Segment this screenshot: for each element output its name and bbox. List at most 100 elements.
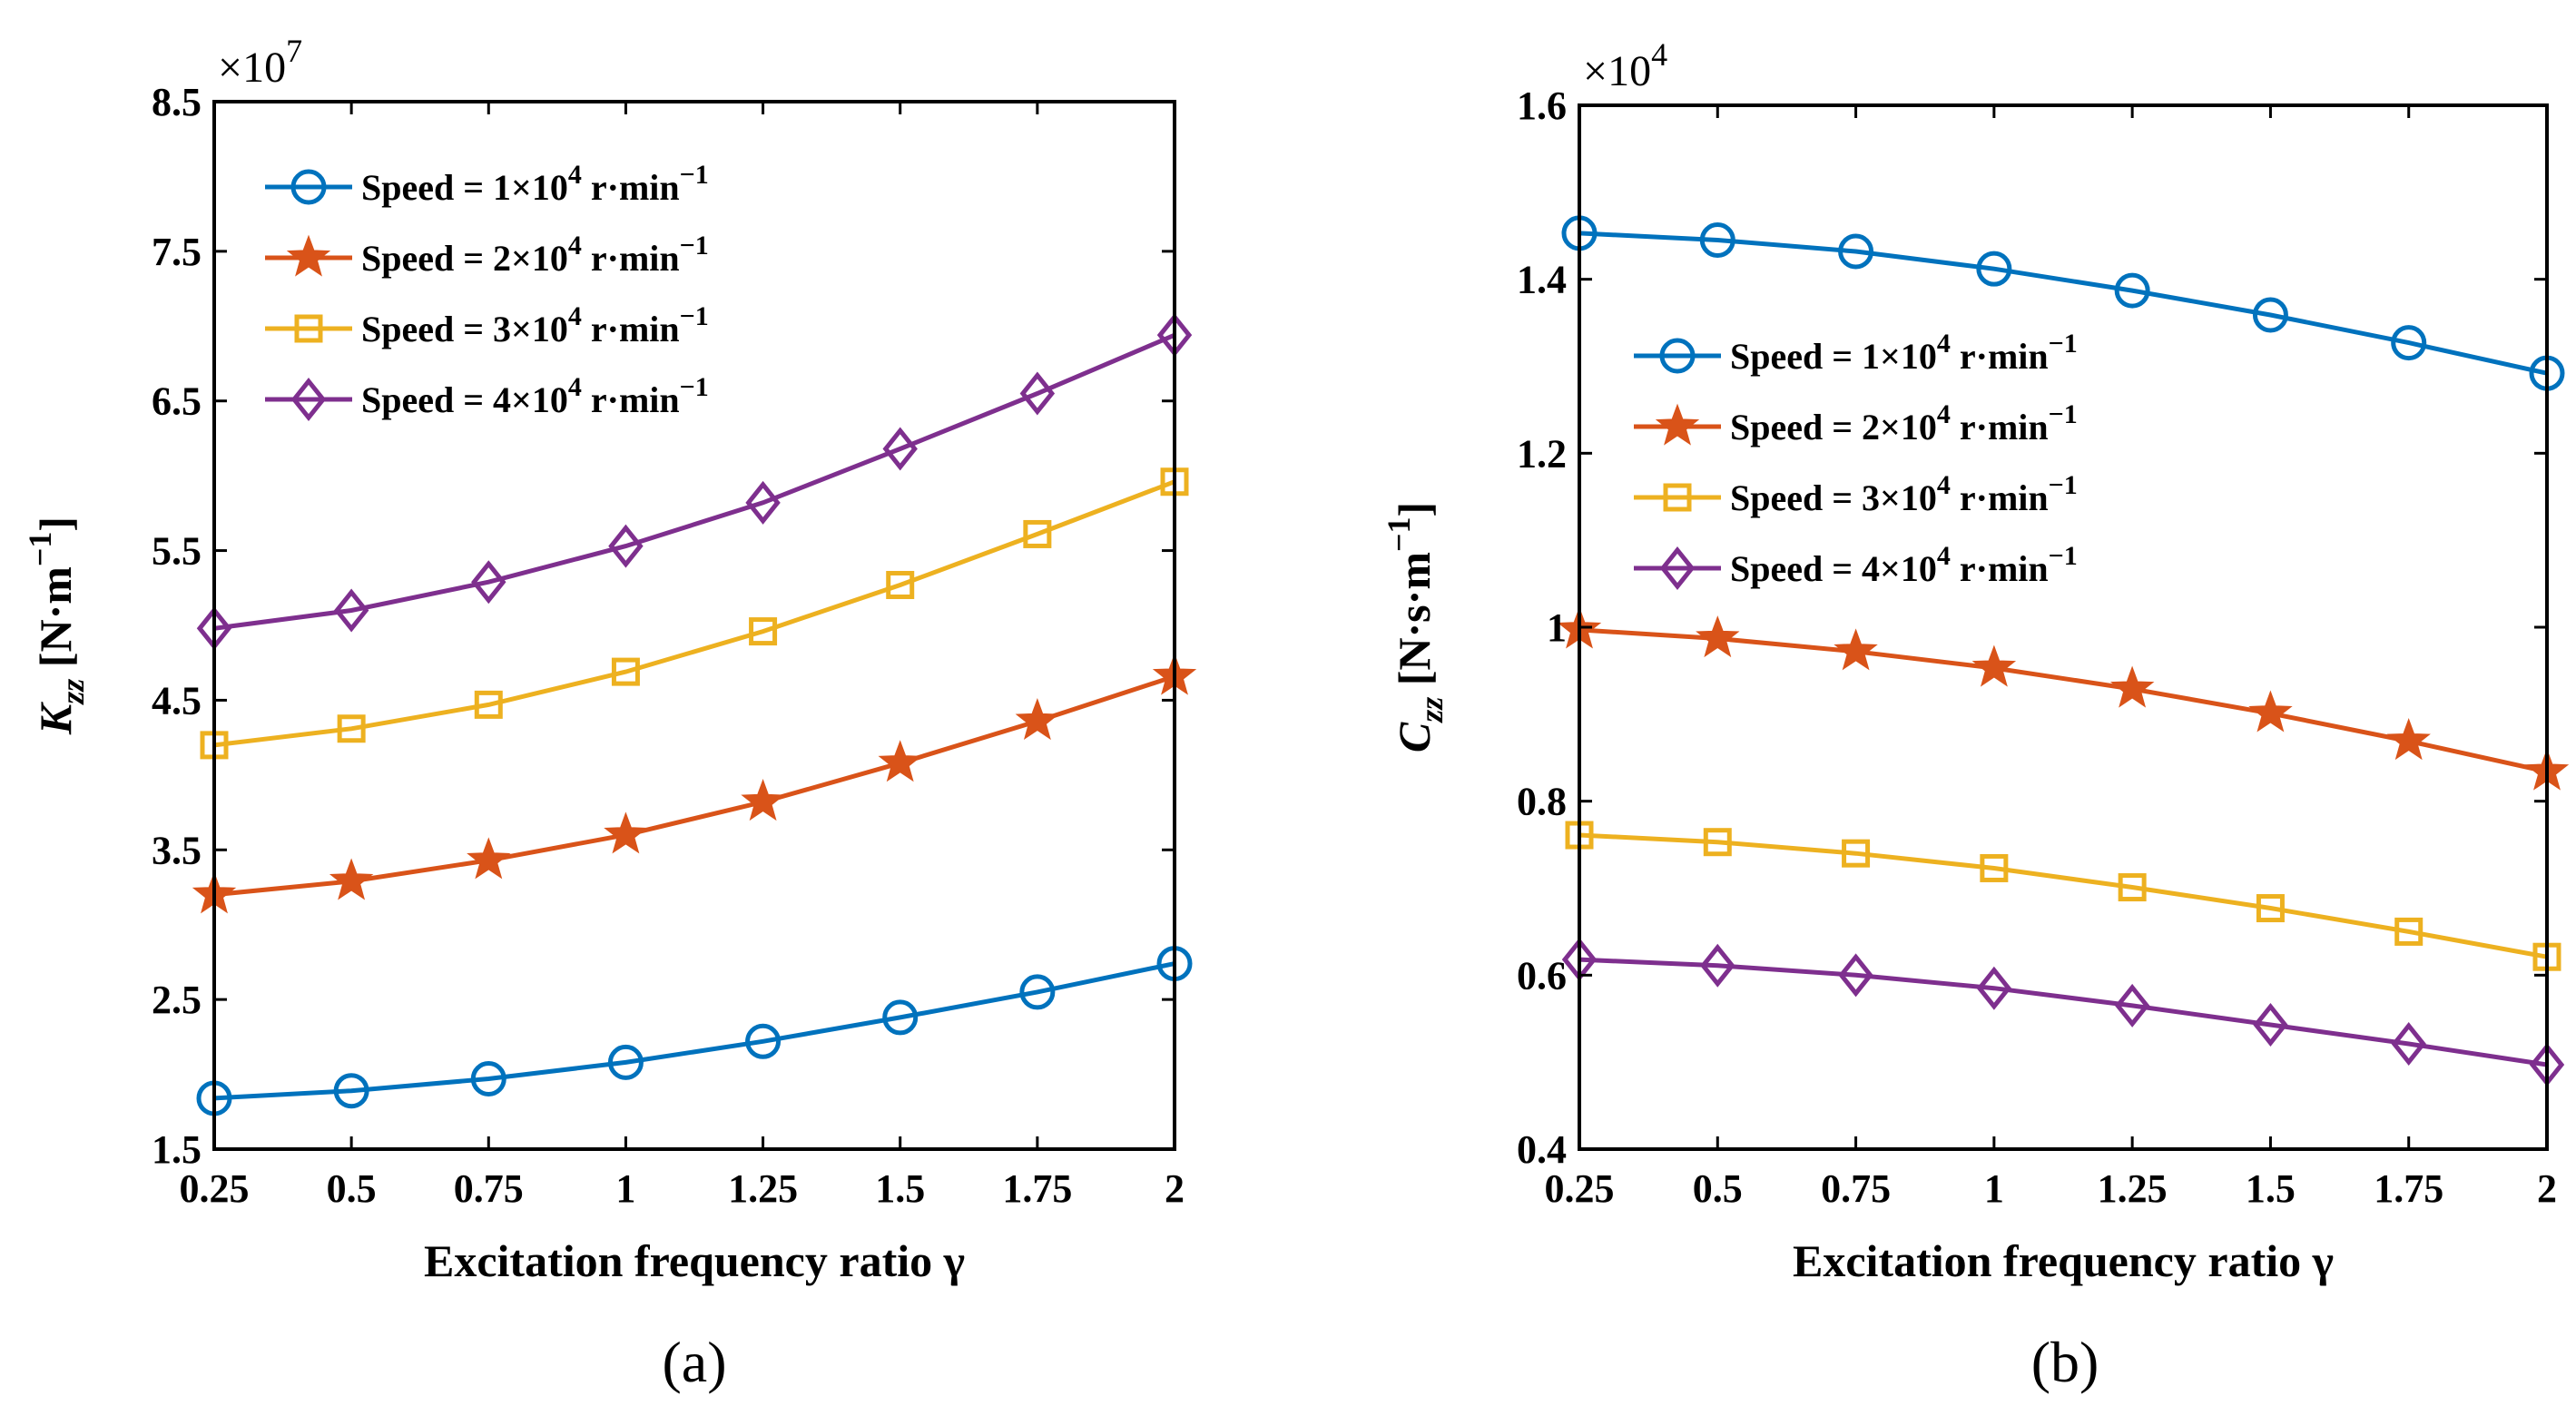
y-tick-label: 0.6: [1517, 953, 1567, 998]
panel-caption: (a): [662, 1330, 726, 1394]
legend-label: Speed = 3×104 r·min−1: [1730, 470, 2078, 518]
data-point: [474, 690, 503, 719]
legend-item-2: Speed = 2×104 r·min−1: [265, 231, 709, 279]
data-point: [1838, 233, 1874, 270]
series-line: [213, 479, 1175, 748]
x-tick-label: 1: [1984, 1166, 2004, 1211]
data-point: [882, 999, 919, 1036]
plot-frame: [212, 100, 1176, 1151]
x-tick-label: 1.5: [875, 1166, 925, 1211]
data-point: [2109, 665, 2155, 708]
data-point: [1700, 943, 1735, 988]
y-tick-label: 1.5: [152, 1127, 202, 1172]
x-tick-label: 0.75: [1821, 1166, 1891, 1211]
legend-marker: [294, 314, 323, 343]
data-point: [333, 588, 369, 633]
legend-label: Speed = 4×104 r·min−1: [361, 372, 709, 420]
legend-marker: [1659, 338, 1696, 374]
series-line: [1578, 832, 2548, 959]
series-1: [1561, 215, 2565, 391]
y-tick-label: 1.4: [1517, 258, 1567, 302]
data-point: [1703, 828, 1732, 857]
data-point: [878, 740, 922, 782]
data-point: [333, 1073, 369, 1109]
data-point: [1019, 371, 1056, 416]
x-tick-label: 1.25: [728, 1166, 798, 1211]
series-1: [196, 946, 1193, 1116]
x-tick-label: 1.75: [1002, 1166, 1072, 1211]
x-tick-label: 2: [1165, 1166, 1185, 1211]
y-axis-label: Czz [N·s·m−1]: [1381, 502, 1450, 752]
legend-item-3: Speed = 3×104 r·min−1: [1634, 470, 2078, 518]
x-tick-label: 0.5: [1693, 1166, 1743, 1211]
y-tick-label: 3.5: [152, 828, 202, 872]
data-point: [1838, 953, 1873, 998]
x-axis-label: Excitation frequency ratio γ: [424, 1235, 965, 1286]
y-tick-label: 4.5: [152, 678, 202, 723]
data-point: [2252, 297, 2288, 333]
data-point: [1980, 853, 2009, 882]
legend: Speed = 1×104 r·min−1 Speed = 2×104 r·min…: [265, 160, 709, 422]
y-tick-label: 8.5: [152, 80, 202, 124]
x-tick-label: 1.75: [2374, 1166, 2443, 1211]
axis-multiplier: ×107: [218, 33, 302, 92]
panel-caption: (b): [2031, 1330, 2099, 1394]
x-tick-label: 0.5: [327, 1166, 377, 1211]
data-point: [2118, 873, 2147, 902]
data-point: [2394, 917, 2424, 946]
data-point: [1842, 839, 1871, 868]
data-point: [886, 570, 915, 599]
data-point: [604, 811, 648, 854]
chart-a: 0.25 0.5 0.75 1 1.25 1.5 1.75 2 1.5 2.5 3.5 4.5 5.5 6…: [22, 33, 1197, 1394]
legend-item-2: Speed = 2×104 r·min−1: [1634, 399, 2078, 447]
data-point: [1834, 628, 1878, 671]
series-4: [196, 313, 1193, 651]
series-line: [1578, 627, 2548, 774]
data-point: [1699, 222, 1735, 259]
y-tick-label: 6.5: [152, 379, 202, 424]
data-point: [2253, 1002, 2288, 1047]
data-point: [337, 714, 366, 743]
series-line: [1578, 231, 2548, 376]
legend-label: Speed = 1×104 r·min−1: [361, 160, 709, 208]
series-line: [213, 674, 1175, 898]
legend-marker: [1663, 483, 1692, 512]
data-point: [1023, 519, 1052, 548]
legend-marker: [290, 377, 327, 422]
y-tick-label: 2.5: [152, 978, 202, 1022]
legend-item-1: Speed = 1×104 r·min−1: [1634, 329, 2078, 377]
x-tick-label: 1.25: [2098, 1166, 2168, 1211]
y-tick-label: 0.8: [1517, 780, 1567, 824]
x-tick-label: 0.25: [180, 1166, 250, 1211]
legend: Speed = 1×104 r·min−1 Speed = 2×104 r·min…: [1634, 329, 2078, 591]
data-point: [1976, 251, 2012, 287]
data-point: [2386, 718, 2431, 761]
x-tick-label: 2: [2537, 1166, 2557, 1211]
data-point: [2114, 272, 2150, 309]
series-line: [213, 961, 1175, 1101]
y-tick-label: 0.4: [1517, 1127, 1567, 1172]
axis-multiplier: ×104: [1583, 36, 1667, 95]
series-2: [192, 653, 1197, 914]
x-tick-label: 0.75: [454, 1166, 524, 1211]
x-axis-label: Excitation frequency ratio γ: [1793, 1235, 2334, 1286]
legend-label: Speed = 1×104 r·min−1: [1730, 329, 2078, 377]
data-point: [329, 858, 374, 900]
data-point: [745, 1023, 782, 1059]
legend-marker: [1655, 403, 1700, 446]
data-point: [611, 657, 640, 686]
legend-marker: [1659, 546, 1696, 591]
data-point: [882, 427, 918, 471]
y-tick-label: 1.2: [1517, 431, 1567, 476]
data-point: [608, 524, 644, 568]
data-point: [1019, 974, 1056, 1010]
x-tick-label: 0.25: [1545, 1166, 1615, 1211]
data-point: [471, 560, 506, 605]
y-tick-label: 5.5: [152, 529, 202, 574]
data-point: [607, 1044, 644, 1080]
legend-label: Speed = 4×104 r·min−1: [1730, 541, 2078, 589]
data-point: [2256, 894, 2285, 923]
series-2: [1557, 606, 2570, 791]
legend-item-4: Speed = 4×104 r·min−1: [1634, 541, 2078, 591]
